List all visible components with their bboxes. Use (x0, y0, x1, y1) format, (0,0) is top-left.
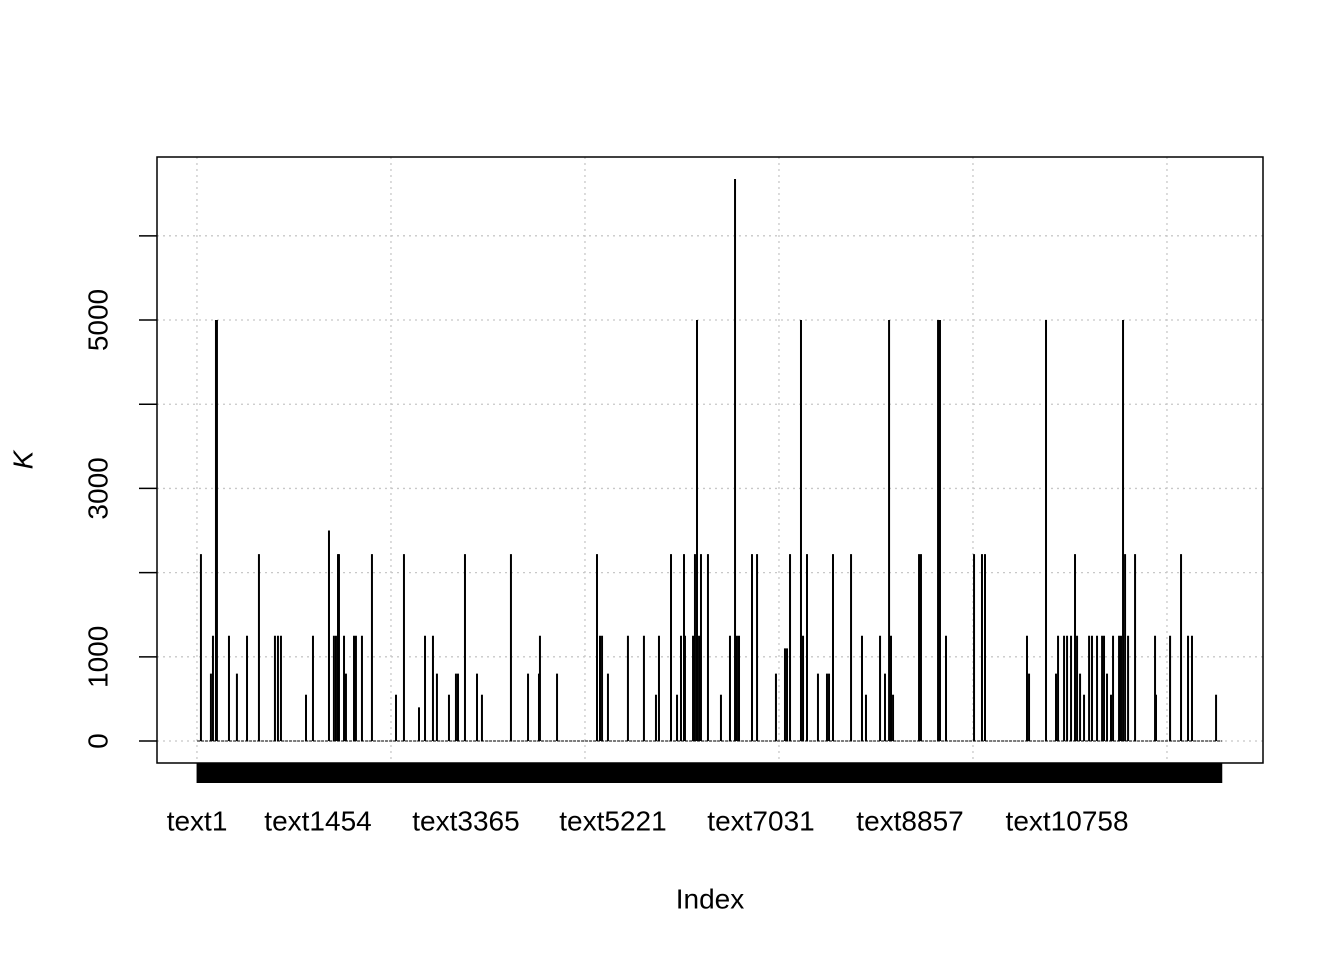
x-tick-label: text3365 (412, 805, 519, 836)
y-tick-label: 5000 (82, 289, 113, 351)
x-tick-label: text1 (167, 805, 228, 836)
x-ticks-dense (197, 763, 1223, 783)
y-tick-label: 0 (82, 733, 113, 749)
x-tick-label: text5221 (559, 805, 666, 836)
y-tick-label: 1000 (82, 626, 113, 688)
x-axis-label: Index (676, 883, 745, 914)
x-tick-label: text8857 (856, 805, 963, 836)
y-axis-label: K (7, 449, 38, 469)
y-tick-label: 3000 (82, 457, 113, 519)
x-tick-label: text10758 (1006, 805, 1129, 836)
x-tick-label: text7031 (707, 805, 814, 836)
x-tick-label: text1454 (264, 805, 371, 836)
